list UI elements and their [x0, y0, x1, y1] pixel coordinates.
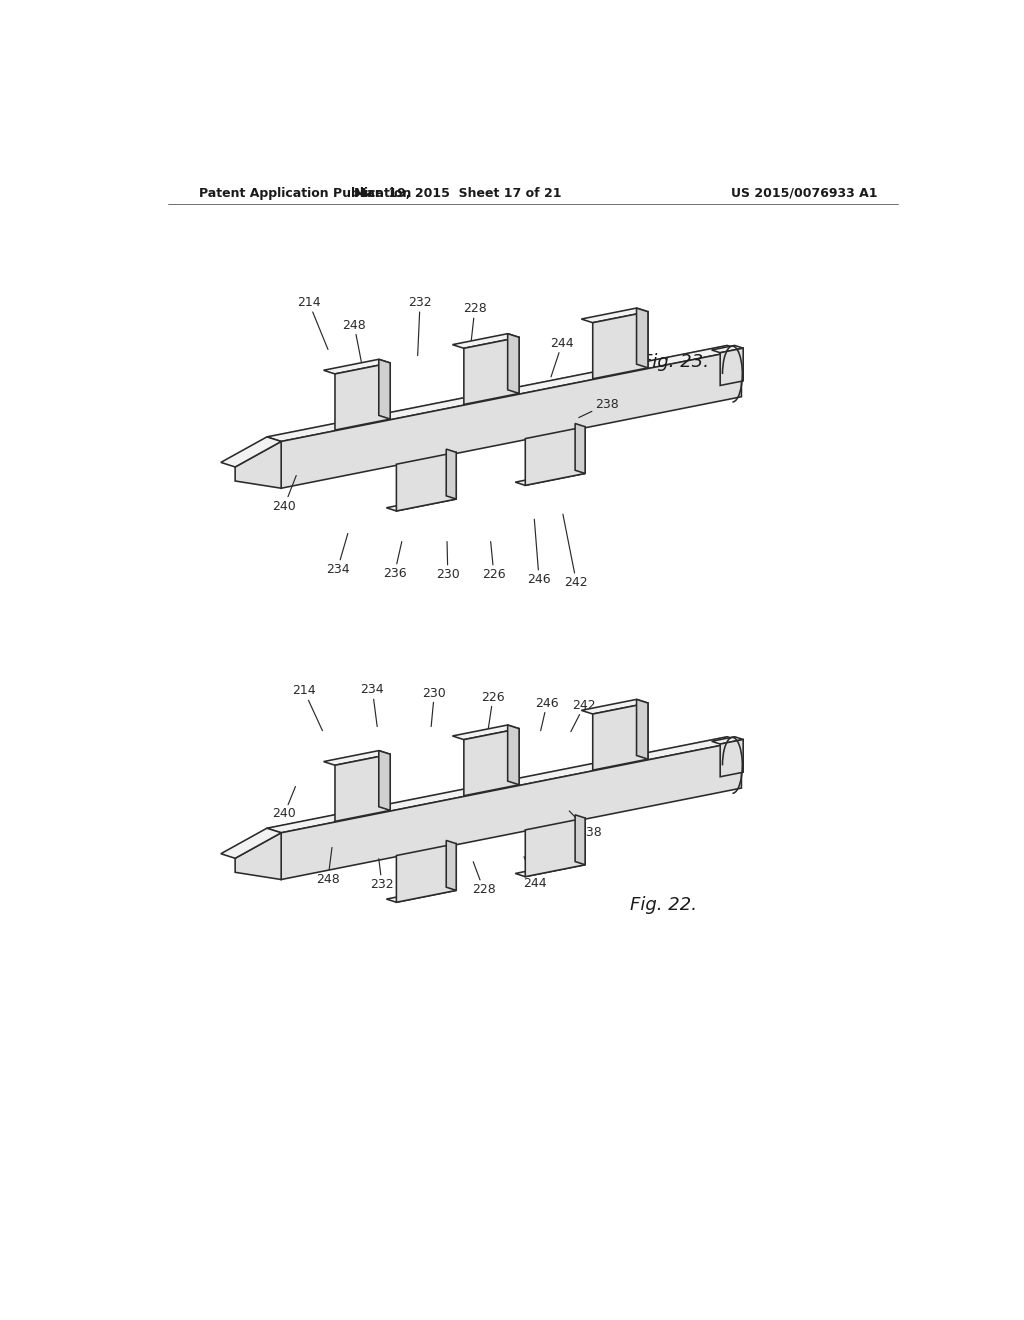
Text: 232: 232: [370, 859, 394, 891]
Text: 226: 226: [481, 690, 505, 729]
Text: Fig. 23.: Fig. 23.: [642, 352, 710, 371]
Polygon shape: [720, 739, 743, 776]
Polygon shape: [575, 424, 585, 474]
Text: 234: 234: [326, 533, 349, 576]
Polygon shape: [282, 350, 741, 488]
Polygon shape: [396, 453, 457, 511]
Polygon shape: [386, 496, 457, 511]
Text: 236: 236: [383, 541, 407, 579]
Text: 230: 230: [436, 541, 460, 581]
Polygon shape: [515, 862, 585, 876]
Text: US 2015/0076933 A1: US 2015/0076933 A1: [731, 187, 878, 199]
Polygon shape: [282, 742, 741, 879]
Polygon shape: [267, 346, 741, 441]
Polygon shape: [720, 348, 743, 385]
Polygon shape: [712, 346, 743, 352]
Text: 246: 246: [527, 519, 551, 586]
Text: 244: 244: [550, 337, 573, 378]
Polygon shape: [396, 843, 457, 903]
Polygon shape: [335, 363, 390, 430]
Polygon shape: [324, 751, 390, 766]
Polygon shape: [379, 751, 390, 810]
Text: 246: 246: [536, 697, 559, 731]
Polygon shape: [575, 814, 585, 865]
Polygon shape: [508, 725, 519, 785]
Text: 228: 228: [472, 862, 496, 896]
Polygon shape: [453, 725, 519, 739]
Text: 230: 230: [423, 686, 446, 726]
Polygon shape: [593, 704, 648, 770]
Text: 214: 214: [293, 685, 323, 731]
Polygon shape: [386, 887, 457, 903]
Text: 234: 234: [360, 684, 384, 726]
Polygon shape: [515, 470, 585, 486]
Text: Mar. 19, 2015  Sheet 17 of 21: Mar. 19, 2015 Sheet 17 of 21: [353, 187, 561, 199]
Polygon shape: [221, 437, 282, 467]
Text: 238: 238: [569, 810, 602, 838]
Text: 226: 226: [482, 541, 506, 581]
Text: 236: 236: [416, 859, 439, 895]
Polygon shape: [582, 308, 648, 322]
Polygon shape: [335, 754, 390, 821]
Polygon shape: [221, 828, 282, 858]
Polygon shape: [453, 334, 519, 348]
Text: 248: 248: [316, 847, 340, 886]
Text: 214: 214: [297, 296, 328, 350]
Text: Fig. 22.: Fig. 22.: [631, 896, 697, 915]
Polygon shape: [637, 700, 648, 759]
Polygon shape: [446, 449, 457, 499]
Polygon shape: [593, 312, 648, 379]
Polygon shape: [464, 729, 519, 796]
Text: 240: 240: [272, 787, 296, 821]
Text: 242: 242: [570, 698, 596, 731]
Polygon shape: [324, 359, 390, 374]
Polygon shape: [712, 737, 743, 744]
Text: Patent Application Publication: Patent Application Publication: [200, 187, 412, 199]
Text: 242: 242: [563, 515, 588, 589]
Polygon shape: [637, 308, 648, 368]
Text: 228: 228: [463, 302, 486, 359]
Text: 238: 238: [579, 397, 618, 417]
Polygon shape: [464, 338, 519, 404]
Polygon shape: [379, 359, 390, 418]
Text: 240: 240: [272, 475, 296, 512]
Text: 244: 244: [523, 857, 547, 890]
Polygon shape: [446, 841, 457, 891]
Text: 248: 248: [342, 318, 366, 362]
Polygon shape: [525, 818, 585, 876]
Polygon shape: [582, 700, 648, 714]
Text: 232: 232: [409, 296, 432, 355]
Polygon shape: [236, 441, 282, 488]
Polygon shape: [508, 334, 519, 393]
Polygon shape: [267, 737, 741, 833]
Polygon shape: [236, 833, 282, 879]
Polygon shape: [525, 426, 585, 486]
